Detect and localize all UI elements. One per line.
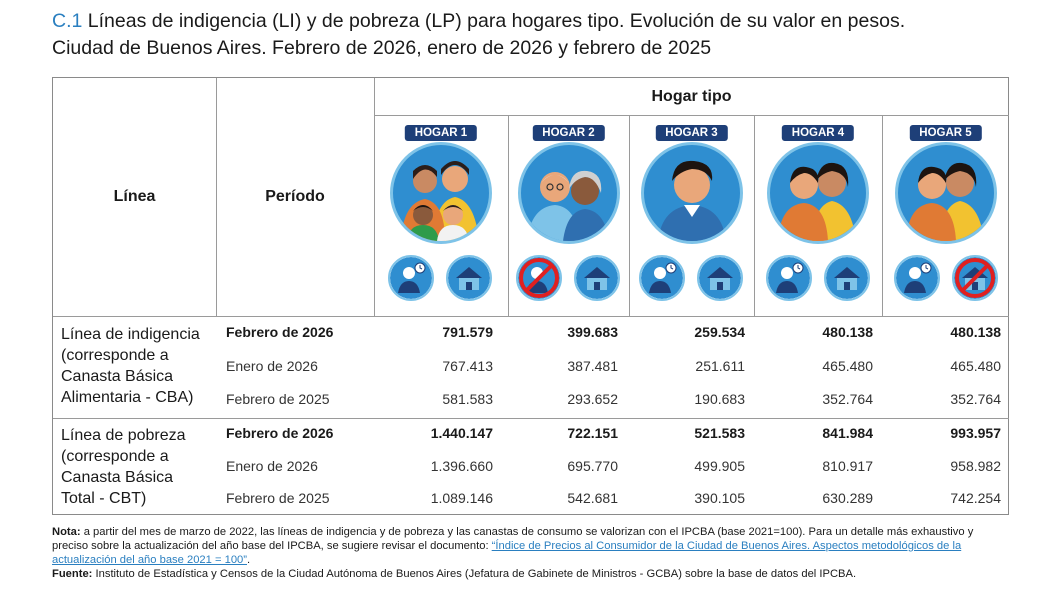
- poverty-lines-table: Línea Período Hogar tipo HOGAR 1 HOGAR 2: [52, 77, 1009, 515]
- pobreza-label: Línea de pobreza (corresponde a Canasta …: [61, 427, 186, 507]
- hogar-1-label: HOGAR 1: [404, 125, 478, 141]
- value-cell: 399.683: [567, 324, 618, 340]
- value-cell: 810.917: [822, 458, 873, 474]
- period-cell: Febrero de 2025: [226, 391, 330, 407]
- house-icon: [446, 255, 492, 301]
- note-text: a partir del mes de marzo de 2022, las l…: [52, 526, 974, 552]
- no-worker-icon: [516, 255, 562, 301]
- worker-icon: [639, 255, 685, 301]
- hogar-1-column: HOGAR 1: [374, 115, 508, 313]
- header-hogar-tipo: Hogar tipo: [651, 87, 732, 105]
- value-cell: 352.764: [822, 391, 873, 407]
- hogar-2-label: HOGAR 2: [532, 125, 605, 141]
- methodology-link[interactable]: “Índice de Precios al Consumidor de la C…: [52, 540, 962, 566]
- value-cell: 480.138: [950, 324, 1001, 340]
- value-cell: 958.982: [950, 458, 1001, 474]
- hogar-5-label: HOGAR 5: [909, 125, 982, 141]
- value-cell: 1.396.660: [430, 458, 493, 474]
- worker-icon: [766, 255, 812, 301]
- value-cell: 742.254: [950, 490, 1001, 506]
- value-cell: 1.440.147: [430, 425, 493, 441]
- period-cell: Enero de 2026: [226, 458, 318, 474]
- house-icon: [824, 255, 870, 301]
- value-cell: 722.151: [567, 425, 618, 441]
- value-cell: 387.481: [567, 358, 618, 374]
- value-cell: 480.138: [822, 324, 873, 340]
- value-cell: 352.764: [950, 391, 1001, 407]
- source-text: Instituto de Estadística y Censos de la …: [92, 568, 857, 580]
- period-cell: Febrero de 2025: [226, 490, 330, 506]
- value-cell: 767.413: [442, 358, 493, 374]
- value-cell: 521.583: [694, 425, 745, 441]
- value-cell: 581.583: [442, 391, 493, 407]
- header-periodo: Período: [265, 188, 325, 205]
- period-cell: Febrero de 2026: [226, 425, 334, 441]
- table-code: C.1: [52, 10, 83, 32]
- no-house-icon: [952, 255, 998, 301]
- indigencia-label: Línea de indigencia (corresponde a Canas…: [61, 326, 200, 406]
- value-cell: 841.984: [822, 425, 873, 441]
- value-cell: 190.683: [694, 391, 745, 407]
- hogar-3-column: HOGAR 3: [629, 115, 754, 313]
- source-label: Fuente:: [52, 568, 93, 580]
- value-cell: 499.905: [694, 458, 745, 474]
- title-line-2: Ciudad de Buenos Aires. Febrero de 2026,…: [52, 37, 712, 59]
- value-cell: 465.480: [822, 358, 873, 374]
- period-cell: Febrero de 2026: [226, 324, 334, 340]
- value-cell: 251.611: [695, 358, 745, 374]
- single-man-icon: [640, 142, 743, 244]
- period-cell: Enero de 2026: [226, 358, 318, 374]
- house-icon: [574, 255, 620, 301]
- hogar-2-column: HOGAR 2: [508, 115, 629, 313]
- hogar-4-label: HOGAR 4: [781, 125, 855, 141]
- hogar-5-column: HOGAR 5: [882, 115, 1009, 313]
- table-note: Nota: a partir del mes de marzo de 2022,…: [52, 525, 1012, 581]
- value-cell: 630.289: [822, 490, 873, 506]
- title-line-1: Líneas de indigencia (LI) y de pobreza (…: [87, 10, 906, 32]
- note-text-end: .: [247, 554, 251, 566]
- worker-icon: [388, 255, 434, 301]
- family-four-icon: [390, 142, 492, 244]
- value-cell: 542.681: [567, 490, 618, 506]
- value-cell: 259.534: [694, 324, 745, 340]
- value-cell: 695.770: [567, 458, 618, 474]
- value-cell: 390.105: [694, 490, 745, 506]
- elderly-couple-icon: [517, 142, 620, 244]
- table-title: C.1 Líneas de indigencia (LI) y de pobre…: [52, 8, 1042, 62]
- value-cell: 993.957: [950, 425, 1001, 441]
- worker-icon: [894, 255, 940, 301]
- note-label: Nota:: [52, 526, 81, 538]
- hogar-4-column: HOGAR 4: [754, 115, 882, 313]
- young-couple-icon: [767, 142, 869, 244]
- hogar-3-label: HOGAR 3: [655, 125, 728, 141]
- house-icon: [697, 255, 743, 301]
- young-couple-icon: [894, 142, 997, 244]
- value-cell: 293.652: [567, 391, 618, 407]
- value-cell: 1.089.146: [430, 490, 493, 506]
- value-cell: 791.579: [442, 324, 493, 340]
- value-cell: 465.480: [950, 358, 1001, 374]
- header-linea: Línea: [113, 188, 156, 205]
